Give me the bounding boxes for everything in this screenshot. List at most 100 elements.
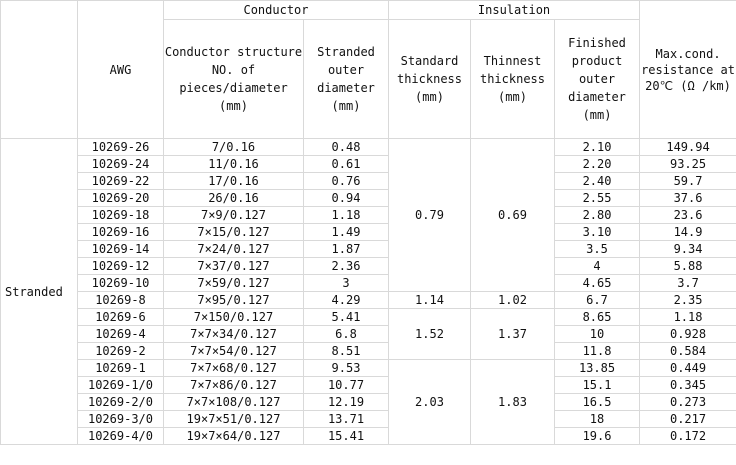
table-row: 10269-20 26/0.16 0.94 2.55 37.6 (1, 189, 736, 207)
awg-cell: 10269-4 (77, 325, 164, 343)
thinnest-thickness-cell: 1.83 (470, 359, 555, 445)
resistance-cell: 0.273 (639, 393, 736, 411)
conductor-structure-cell: 7×95/0.127 (163, 291, 304, 309)
finished-od-cell: 13.85 (553, 359, 641, 377)
resistance-cell: 0.217 (639, 410, 736, 428)
resistance-cell: 3.7 (639, 274, 736, 292)
header-standard-thickness: Standard thickness (mm) (388, 19, 471, 139)
stranded-od-cell: 3 (303, 274, 389, 292)
awg-cell: 10269-2/0 (77, 393, 164, 411)
stranded-od-cell: 1.49 (303, 223, 389, 241)
header-max-resistance: Max.cond. resistance at 20℃ (Ω /km) (639, 0, 736, 139)
header-finished-outer-diameter: Finished product outer diameter (mm) (553, 19, 641, 139)
conductor-structure-cell: 7×9/0.127 (163, 206, 304, 224)
type-cell: Stranded (0, 138, 78, 445)
finished-od-cell: 3.10 (553, 223, 641, 241)
conductor-structure-cell: 17/0.16 (163, 172, 304, 190)
resistance-cell: 0.928 (639, 325, 736, 343)
resistance-cell: 37.6 (639, 189, 736, 207)
table-row: 10269-1 7×7×68/0.127 9.53 2.03 1.83 13.85 0.44… (1, 359, 736, 445)
finished-od-cell: 19.6 (553, 427, 641, 445)
table-row: 10269-4/0 19×7×64/0.127 15.41 19.6 0.172 (1, 427, 736, 445)
resistance-cell: 9.34 (639, 240, 736, 258)
stranded-od-cell: 1.18 (303, 206, 389, 224)
stranded-od-cell: 9.53 (303, 359, 389, 377)
header-insulation-group: Insulation (387, 0, 641, 20)
finished-od-cell: 8.65 (553, 308, 641, 326)
resistance-cell: 0.172 (639, 427, 736, 445)
awg-cell: 10269-1/0 (77, 376, 164, 394)
finished-od-cell: 6.7 (553, 291, 641, 309)
conductor-structure-cell: 7/0.16 (163, 138, 304, 156)
finished-od-cell: 4.65 (553, 274, 641, 292)
standard-thickness-cell: 0.79 (388, 138, 471, 292)
table-row: 10269-6 7×150/0.127 5.41 1.52 1.37 8.65 1.18 (1, 308, 736, 360)
finished-od-cell: 16.5 (553, 393, 641, 411)
table-row: 10269-16 7×15/0.127 1.49 3.10 14.9 (1, 223, 736, 241)
stranded-od-cell: 0.48 (303, 138, 389, 156)
table-row: 10269-22 17/0.16 0.76 2.40 59.7 (1, 172, 736, 190)
stranded-od-cell: 0.94 (303, 189, 389, 207)
resistance-cell: 149.94 (639, 138, 736, 156)
conductor-structure-cell: 11/0.16 (163, 155, 304, 173)
awg-cell: 10269-4/0 (77, 427, 164, 445)
resistance-cell: 5.88 (639, 257, 736, 275)
conductor-structure-cell: 26/0.16 (163, 189, 304, 207)
awg-cell: 10269-22 (77, 172, 164, 190)
stranded-od-cell: 8.51 (303, 342, 389, 360)
thinnest-thickness-cell: 0.69 (470, 138, 555, 292)
finished-od-cell: 10 (553, 325, 641, 343)
awg-cell: 10269-3/0 (77, 410, 164, 428)
resistance-cell: 59.7 (639, 172, 736, 190)
conductor-structure-cell: 7×7×54/0.127 (163, 342, 304, 360)
conductor-structure-cell: 7×24/0.127 (163, 240, 304, 258)
awg-cell: 10269-18 (77, 206, 164, 224)
awg-cell: 10269-14 (77, 240, 164, 258)
table-row: 10269-10 7×59/0.127 3 4.65 3.7 (1, 274, 736, 292)
resistance-cell: 93.25 (639, 155, 736, 173)
conductor-structure-cell: 19×7×64/0.127 (163, 427, 304, 445)
awg-cell: 10269-24 (77, 155, 164, 173)
conductor-structure-cell: 7×150/0.127 (163, 308, 304, 326)
header-conductor-structure: Conductor structure NO. of pieces/diamet… (163, 19, 304, 139)
stranded-od-cell: 2.36 (303, 257, 389, 275)
resistance-cell: 1.18 (639, 308, 736, 326)
awg-cell: 10269-6 (77, 308, 164, 326)
table-row: 10269-18 7×9/0.127 1.18 2.80 23.6 (1, 206, 736, 224)
awg-cell: 10269-20 (77, 189, 164, 207)
stranded-od-cell: 4.29 (303, 291, 389, 309)
conductor-structure-cell: 7×59/0.127 (163, 274, 304, 292)
stranded-od-cell: 5.41 (303, 308, 389, 326)
awg-cell: 10269-10 (77, 274, 164, 292)
awg-cell: 10269-12 (77, 257, 164, 275)
stranded-od-cell: 15.41 (303, 427, 389, 445)
awg-cell: 10269-2 (77, 342, 164, 360)
finished-od-cell: 2.20 (553, 155, 641, 173)
finished-od-cell: 2.55 (553, 189, 641, 207)
standard-thickness-cell: 2.03 (388, 359, 471, 445)
resistance-cell: 0.584 (639, 342, 736, 360)
finished-od-cell: 18 (553, 410, 641, 428)
finished-od-cell: 2.40 (553, 172, 641, 190)
finished-od-cell: 2.80 (553, 206, 641, 224)
header-row-groups: AWG Conductor Insulation Max.cond. resis… (0, 0, 736, 139)
stranded-od-cell: 0.76 (303, 172, 389, 190)
awg-cell: 10269-8 (77, 291, 164, 309)
header-stranded-outer-diameter: Stranded outer diameter (mm) (303, 19, 389, 139)
finished-od-cell: 15.1 (553, 376, 641, 394)
thinnest-thickness-cell: 1.02 (470, 291, 555, 309)
conductor-structure-cell: 7×15/0.127 (163, 223, 304, 241)
finished-od-cell: 2.10 (553, 138, 641, 156)
stranded-od-cell: 12.19 (303, 393, 389, 411)
stranded-od-cell: 6.8 (303, 325, 389, 343)
finished-od-cell: 3.5 (553, 240, 641, 258)
awg-cell: 10269-16 (77, 223, 164, 241)
table-row: 10269-2 7×7×54/0.127 8.51 11.8 0.584 (1, 342, 736, 360)
conductor-structure-cell: 19×7×51/0.127 (163, 410, 304, 428)
thinnest-thickness-cell: 1.37 (470, 308, 555, 360)
awg-cell: 10269-26 (77, 138, 164, 156)
table-row: 10269-24 11/0.16 0.61 2.20 93.25 (1, 155, 736, 173)
resistance-cell: 2.35 (639, 291, 736, 309)
conductor-structure-cell: 7×37/0.127 (163, 257, 304, 275)
header-awg: AWG (77, 0, 164, 139)
